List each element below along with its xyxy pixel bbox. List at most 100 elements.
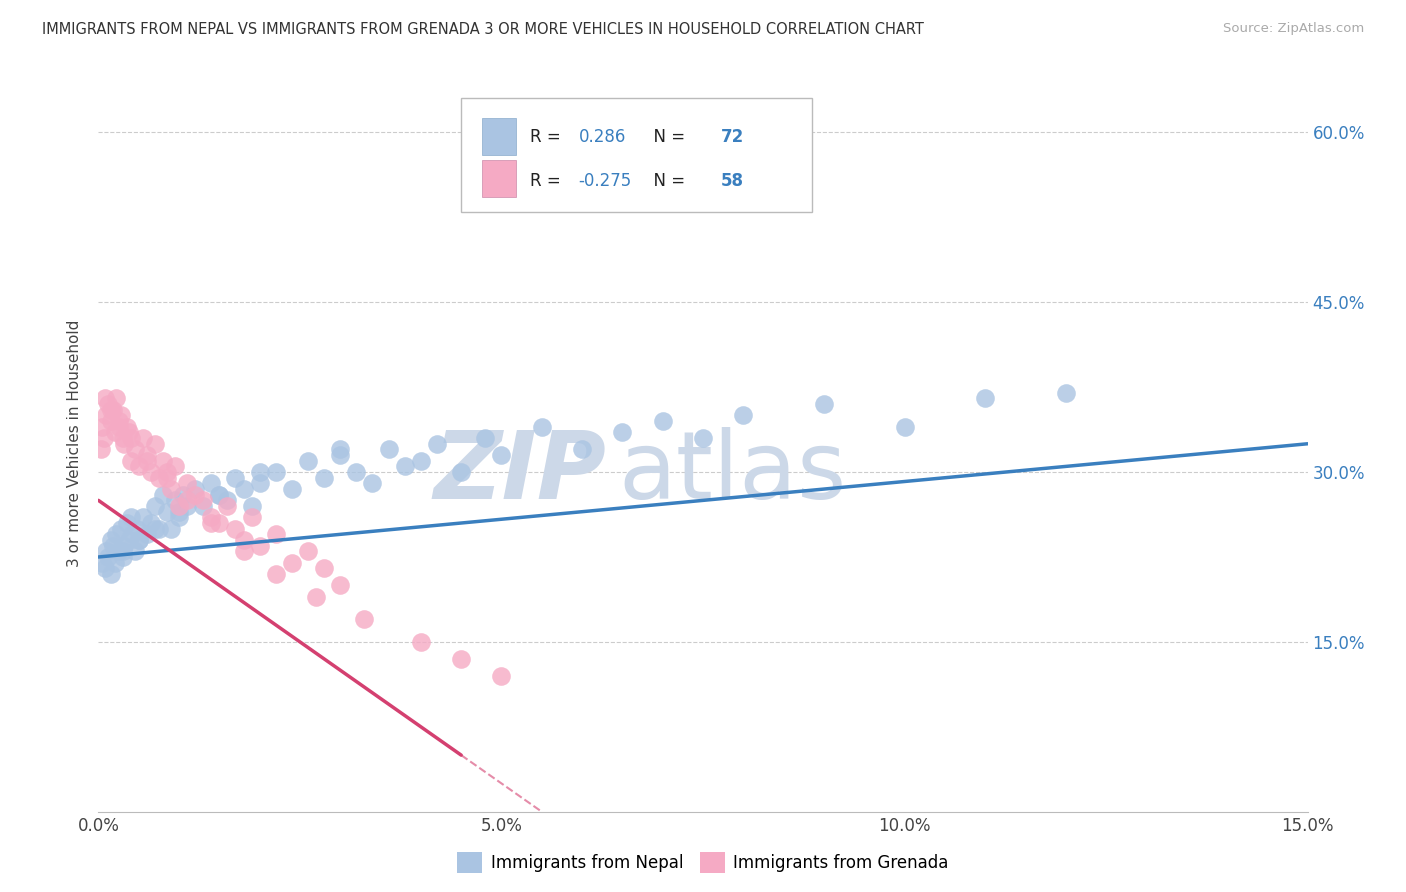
Point bbox=[156, 505, 179, 519]
Point bbox=[208, 488, 231, 502]
Point bbox=[100, 402, 122, 417]
Point bbox=[121, 527, 143, 541]
Point bbox=[184, 482, 207, 496]
Point bbox=[128, 459, 150, 474]
Point bbox=[160, 482, 183, 496]
Point bbox=[139, 465, 162, 479]
Point bbox=[474, 431, 496, 445]
Point bbox=[264, 527, 287, 541]
Point bbox=[297, 454, 319, 468]
Point bbox=[139, 516, 162, 530]
Point bbox=[152, 488, 174, 502]
Point bbox=[107, 414, 129, 428]
Point bbox=[224, 522, 246, 536]
Point bbox=[249, 476, 271, 491]
Point bbox=[156, 465, 179, 479]
Point bbox=[97, 397, 120, 411]
Point bbox=[111, 431, 134, 445]
Point bbox=[353, 612, 375, 626]
Point bbox=[115, 419, 138, 434]
Point bbox=[120, 454, 142, 468]
Point bbox=[176, 493, 198, 508]
Point bbox=[208, 516, 231, 530]
Point bbox=[167, 510, 190, 524]
Legend: Immigrants from Nepal, Immigrants from Grenada: Immigrants from Nepal, Immigrants from G… bbox=[451, 846, 955, 880]
Text: 58: 58 bbox=[721, 172, 744, 190]
Point bbox=[1054, 385, 1077, 400]
Point bbox=[110, 522, 132, 536]
Point bbox=[232, 544, 254, 558]
Text: Source: ZipAtlas.com: Source: ZipAtlas.com bbox=[1223, 22, 1364, 36]
Point bbox=[100, 414, 122, 428]
Point bbox=[143, 522, 166, 536]
Point bbox=[143, 499, 166, 513]
Point bbox=[103, 556, 125, 570]
Point bbox=[135, 454, 157, 468]
Point bbox=[118, 533, 141, 547]
Point bbox=[101, 402, 124, 417]
Point bbox=[128, 533, 150, 547]
Point bbox=[107, 544, 129, 558]
Point bbox=[135, 527, 157, 541]
Point bbox=[426, 436, 449, 450]
Point bbox=[97, 549, 120, 564]
Point bbox=[96, 544, 118, 558]
Point bbox=[167, 499, 190, 513]
Point bbox=[167, 505, 190, 519]
Point bbox=[127, 522, 149, 536]
Text: N =: N = bbox=[643, 128, 690, 146]
Point bbox=[281, 556, 304, 570]
Point bbox=[128, 533, 150, 547]
Point bbox=[264, 465, 287, 479]
Point bbox=[361, 476, 384, 491]
Point bbox=[105, 392, 128, 406]
Point bbox=[249, 539, 271, 553]
Point bbox=[105, 527, 128, 541]
Point bbox=[148, 471, 170, 485]
Point bbox=[160, 522, 183, 536]
Point bbox=[240, 499, 263, 513]
Point bbox=[200, 516, 222, 530]
Point bbox=[329, 442, 352, 457]
Point bbox=[612, 425, 634, 440]
Point bbox=[200, 510, 222, 524]
Point bbox=[264, 566, 287, 581]
Point bbox=[176, 499, 198, 513]
Point bbox=[314, 561, 336, 575]
Point bbox=[530, 419, 553, 434]
Point bbox=[571, 442, 593, 457]
Point bbox=[314, 471, 336, 485]
Point bbox=[377, 442, 399, 457]
Point bbox=[491, 669, 513, 683]
Point bbox=[112, 436, 135, 450]
Point bbox=[118, 425, 141, 440]
Point bbox=[143, 436, 166, 450]
Point bbox=[132, 510, 155, 524]
Point bbox=[974, 392, 997, 406]
Point bbox=[111, 549, 134, 564]
Point bbox=[394, 459, 416, 474]
Text: IMMIGRANTS FROM NEPAL VS IMMIGRANTS FROM GRENADA 3 OR MORE VEHICLES IN HOUSEHOLD: IMMIGRANTS FROM NEPAL VS IMMIGRANTS FROM… bbox=[42, 22, 924, 37]
Point bbox=[96, 409, 118, 423]
Point bbox=[111, 544, 134, 558]
Point bbox=[163, 459, 186, 474]
Point bbox=[90, 442, 112, 457]
Point bbox=[91, 419, 114, 434]
Point bbox=[103, 425, 125, 440]
Point bbox=[217, 493, 239, 508]
Point bbox=[200, 476, 222, 491]
Point bbox=[124, 544, 146, 558]
Text: 72: 72 bbox=[721, 128, 744, 146]
Text: ZIP: ZIP bbox=[433, 427, 606, 519]
Point bbox=[450, 465, 472, 479]
Point bbox=[91, 556, 114, 570]
Point bbox=[813, 397, 835, 411]
Point bbox=[135, 448, 157, 462]
Point bbox=[733, 409, 755, 423]
Point bbox=[115, 516, 138, 530]
Point bbox=[172, 488, 194, 502]
Text: atlas: atlas bbox=[619, 427, 846, 519]
Point bbox=[184, 488, 207, 502]
Point bbox=[124, 442, 146, 457]
Point bbox=[94, 561, 117, 575]
